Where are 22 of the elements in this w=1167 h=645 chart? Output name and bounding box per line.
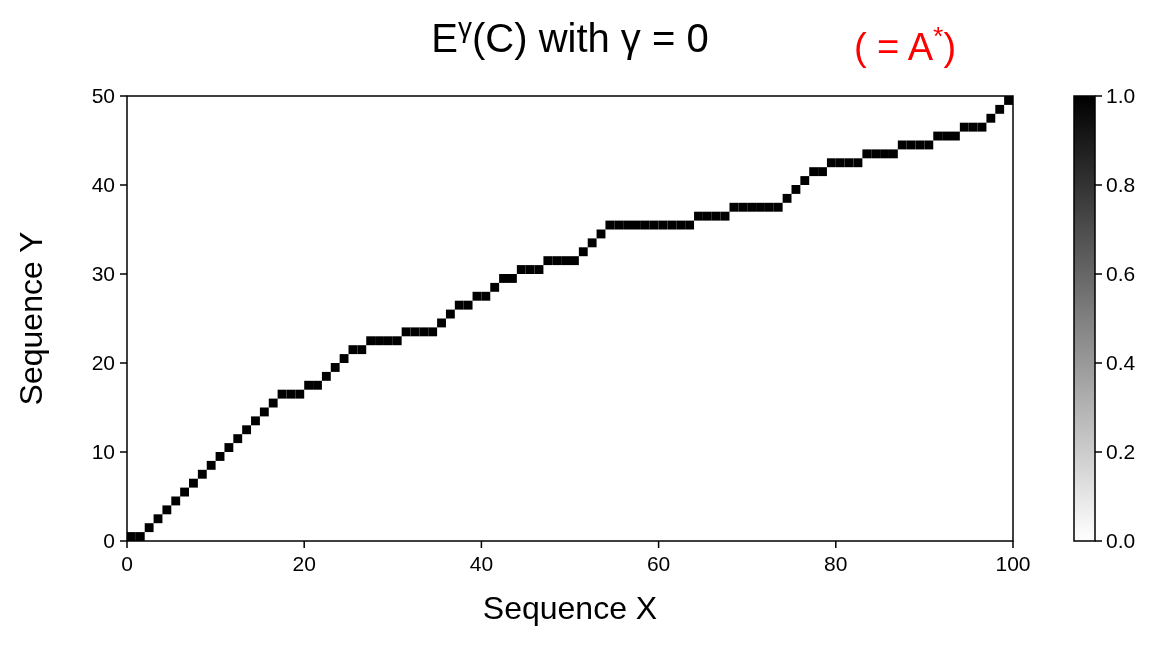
x-tick-label: 100	[995, 552, 1031, 575]
color-bar-label: 1.0	[1106, 84, 1136, 107]
color-bar-label: 0.0	[1106, 529, 1136, 552]
y-axis-title: Sequence Y	[13, 231, 49, 406]
text: ( = A$^{*}$)	[853, 21, 957, 68]
color-bar-label: 0.2	[1106, 440, 1136, 463]
x-axis-title: Sequence X	[482, 590, 658, 626]
color-bar-label: 0.6	[1106, 262, 1136, 285]
x-tick-label: 40	[469, 552, 494, 575]
x-tick-label: 60	[646, 552, 671, 575]
y-tick-label: 20	[91, 351, 115, 374]
color-bar-label: 0.8	[1106, 173, 1136, 196]
y-tick-label: 40	[91, 173, 115, 196]
chart-title: E$^{γ}$(C) with γ = 0	[431, 11, 709, 60]
y-tick-label: 30	[91, 262, 115, 285]
x-tick-label: 20	[292, 552, 316, 575]
y-tick-label: 50	[91, 84, 115, 107]
y-tick-label: 10	[91, 440, 115, 463]
color-bar-label: 0.4	[1106, 351, 1136, 374]
x-tick-label: 80	[824, 552, 848, 575]
x-tick-label: 0	[121, 552, 133, 575]
y-tick-label: 0	[103, 529, 115, 552]
